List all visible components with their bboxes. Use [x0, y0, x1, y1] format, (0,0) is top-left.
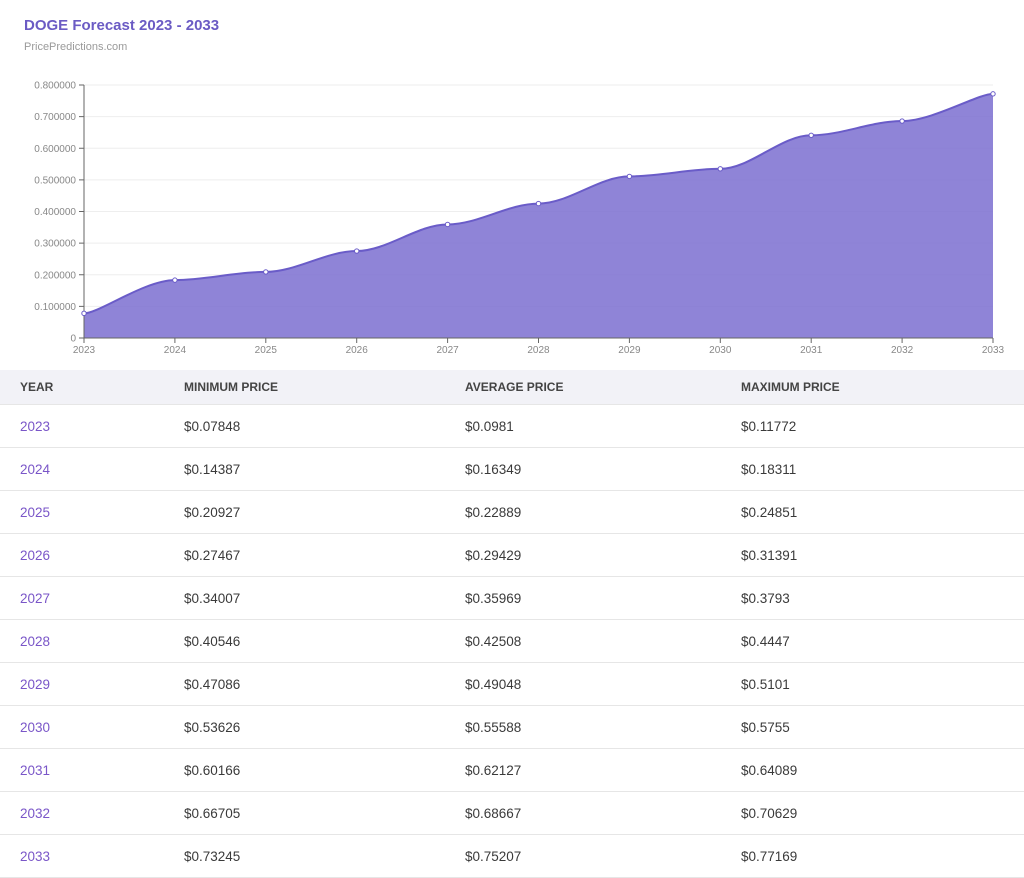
minimum-price-cell: $0.34007: [184, 576, 465, 620]
y-tick-label: 0.300000: [34, 239, 76, 250]
y-tick-label: 0.800000: [34, 81, 76, 92]
table-row: 2029 $0.47086 $0.49048 $0.5101: [0, 662, 1024, 706]
x-tick-label: 2024: [164, 345, 187, 356]
data-point: [899, 118, 905, 124]
y-tick-label: 0.700000: [34, 112, 76, 123]
minimum-price-cell: $0.66705: [184, 791, 465, 835]
year-cell[interactable]: 2028: [0, 619, 184, 663]
header-year[interactable]: YEAR: [0, 370, 184, 405]
x-tick-label: 2028: [527, 345, 550, 356]
average-price-cell: $0.68667: [465, 791, 741, 835]
average-price-cell: $0.0981: [465, 404, 741, 448]
x-tick-label: 2032: [891, 345, 914, 356]
x-tick-label: 2023: [73, 345, 96, 356]
forecast-table: YEAR MINIMUM PRICE AVERAGE PRICE MAXIMUM…: [0, 370, 1024, 878]
maximum-price-cell: $0.3793: [741, 576, 1024, 620]
table-row: 2023 $0.07848 $0.0981 $0.11772: [0, 404, 1024, 448]
average-price-cell: $0.22889: [465, 490, 741, 534]
average-price-cell: $0.29429: [465, 533, 741, 577]
y-tick-label: 0: [70, 334, 76, 345]
data-point: [263, 269, 269, 275]
year-cell[interactable]: 2033: [0, 834, 184, 878]
x-tick-label: 2030: [709, 345, 732, 356]
average-price-cell: $0.55588: [465, 705, 741, 749]
minimum-price-cell: $0.60166: [184, 748, 465, 792]
data-point: [626, 173, 633, 180]
x-tick-label: 2029: [618, 345, 641, 356]
x-tick-label: 2025: [255, 345, 278, 356]
table-row: 2025 $0.20927 $0.22889 $0.24851: [0, 490, 1024, 534]
data-point: [535, 200, 542, 207]
source-label: PricePredictions.com: [24, 41, 128, 53]
minimum-price-cell: $0.73245: [184, 834, 465, 878]
maximum-price-cell: $0.70629: [741, 791, 1024, 835]
table-row: 2024 $0.14387 $0.16349 $0.18311: [0, 447, 1024, 491]
minimum-price-cell: $0.07848: [184, 404, 465, 448]
y-tick-label: 0.600000: [34, 144, 76, 155]
average-price-cell: $0.35969: [465, 576, 741, 620]
year-cell[interactable]: 2030: [0, 705, 184, 749]
maximum-price-cell: $0.64089: [741, 748, 1024, 792]
year-cell[interactable]: 2024: [0, 447, 184, 491]
maximum-price-cell: $0.77169: [741, 834, 1024, 878]
table-row: 2026 $0.27467 $0.29429 $0.31391: [0, 533, 1024, 577]
y-tick-label: 0.200000: [34, 270, 76, 281]
table-row: 2027 $0.34007 $0.35969 $0.3793: [0, 576, 1024, 620]
minimum-price-cell: $0.53626: [184, 705, 465, 749]
average-price-cell: $0.75207: [465, 834, 741, 878]
minimum-price-cell: $0.20927: [184, 490, 465, 534]
forecast-area-chart: 0 0.100000 0.200000 0.300000 0.400000 0.50000…: [34, 81, 1005, 357]
x-tick-label: 2026: [346, 345, 369, 356]
header-minimum-price[interactable]: MINIMUM PRICE: [184, 370, 465, 405]
minimum-price-cell: $0.27467: [184, 533, 465, 577]
data-point: [717, 166, 723, 172]
maximum-price-cell: $0.4447: [741, 619, 1024, 663]
table-row: 2033 $0.73245 $0.75207 $0.77169: [0, 834, 1024, 878]
y-tick-label: 0.100000: [34, 302, 76, 313]
data-point: [172, 277, 178, 283]
maximum-price-cell: $0.11772: [741, 404, 1024, 448]
minimum-price-cell: $0.14387: [184, 447, 465, 491]
data-point: [354, 248, 360, 254]
minimum-price-cell: $0.40546: [184, 619, 465, 663]
year-cell[interactable]: 2025: [0, 490, 184, 534]
table-row: 2028 $0.40546 $0.42508 $0.4447: [0, 619, 1024, 663]
table-row: 2031 $0.60166 $0.62127 $0.64089: [0, 748, 1024, 792]
y-tick-label: 0.500000: [34, 175, 76, 186]
table-row: 2030 $0.53626 $0.55588 $0.5755: [0, 705, 1024, 749]
y-tick-label: 0.400000: [34, 207, 76, 218]
maximum-price-cell: $0.31391: [741, 533, 1024, 577]
area-fill: [84, 93, 993, 338]
data-point: [81, 310, 87, 317]
data-point: [808, 132, 814, 138]
table-body: 2023 $0.07848 $0.0981 $0.11772 2024 $0.14387 $…: [0, 404, 1024, 878]
average-price-cell: $0.62127: [465, 748, 741, 792]
year-cell[interactable]: 2026: [0, 533, 184, 577]
maximum-price-cell: $0.5101: [741, 662, 1024, 706]
chart-header: DOGE Forecast 2023 - 2033 PricePredictio…: [24, 16, 219, 54]
x-tick-label: 2031: [800, 345, 823, 356]
header-maximum-price[interactable]: MAXIMUM PRICE: [741, 370, 1024, 405]
average-price-cell: $0.49048: [465, 662, 741, 706]
maximum-price-cell: $0.24851: [741, 490, 1024, 534]
year-cell[interactable]: 2023: [0, 404, 184, 448]
average-price-cell: $0.42508: [465, 619, 741, 663]
x-tick-label: 2033: [982, 345, 1005, 356]
x-tick-label: 2027: [436, 345, 459, 356]
year-cell[interactable]: 2029: [0, 662, 184, 706]
minimum-price-cell: $0.47086: [184, 662, 465, 706]
average-price-cell: $0.16349: [465, 447, 741, 491]
year-cell[interactable]: 2032: [0, 791, 184, 835]
table-header-row: YEAR MINIMUM PRICE AVERAGE PRICE MAXIMUM…: [0, 370, 1024, 405]
data-point: [990, 91, 996, 97]
year-cell[interactable]: 2031: [0, 748, 184, 792]
chart-title: DOGE Forecast 2023 - 2033: [24, 17, 220, 34]
table-row: 2032 $0.66705 $0.68667 $0.70629: [0, 791, 1024, 835]
maximum-price-cell: $0.5755: [741, 705, 1024, 749]
data-point: [444, 221, 451, 228]
header-average-price[interactable]: AVERAGE PRICE: [465, 370, 741, 405]
maximum-price-cell: $0.18311: [741, 447, 1024, 491]
year-cell[interactable]: 2027: [0, 576, 184, 620]
